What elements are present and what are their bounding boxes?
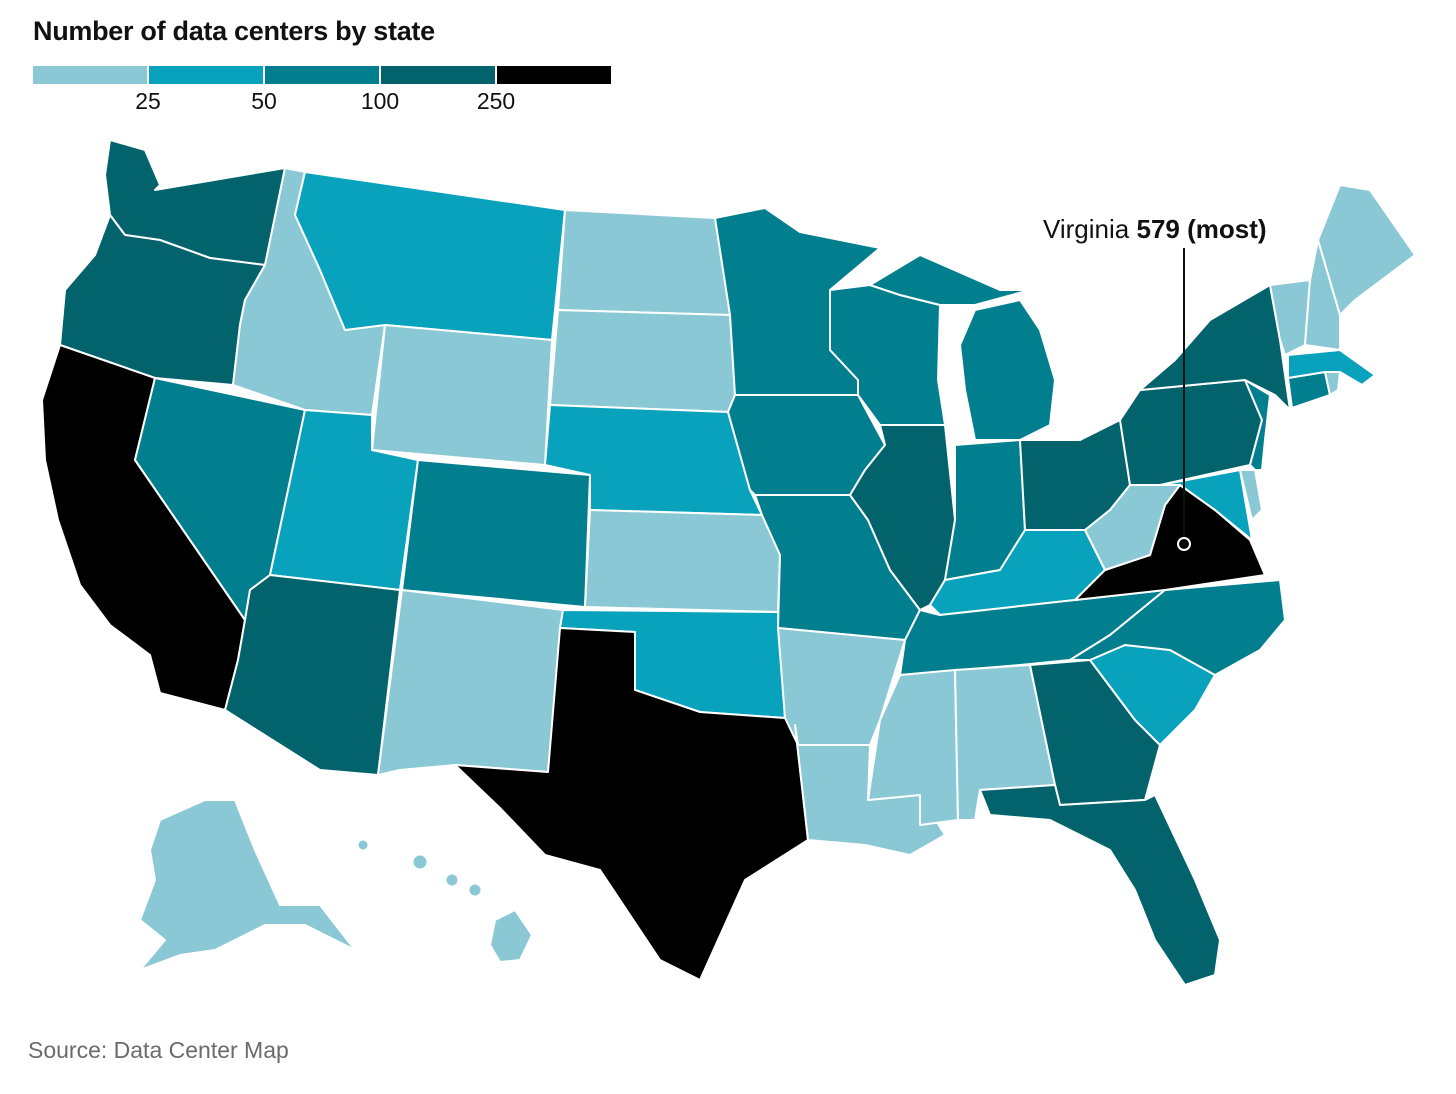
state-NC[interactable] xyxy=(1069,579,1286,676)
state-ND[interactable] xyxy=(557,209,731,316)
state-MA[interactable] xyxy=(1287,349,1376,386)
legend-tick-50: 50 xyxy=(251,88,277,114)
state-CO[interactable] xyxy=(401,459,591,608)
legend-swatch-5 xyxy=(497,66,611,84)
state-HI-island[interactable] xyxy=(468,883,482,897)
legend-swatch-4 xyxy=(381,66,495,84)
state-HI-island[interactable] xyxy=(412,854,428,870)
state-IL[interactable] xyxy=(849,424,956,611)
map-title: Number of data centers by state xyxy=(33,16,435,46)
state-NM[interactable] xyxy=(377,589,564,776)
callout-state-label: Virginia xyxy=(1043,214,1130,244)
legend-swatch-1 xyxy=(33,66,147,84)
state-HI-island[interactable] xyxy=(445,873,459,887)
state-WY[interactable] xyxy=(371,324,553,466)
state-TX[interactable] xyxy=(454,627,809,981)
virginia-callout: Virginia 579 (most) xyxy=(1043,214,1267,245)
state-LA[interactable] xyxy=(794,724,946,856)
callout-value: 579 (most) xyxy=(1136,214,1267,244)
callout-marker xyxy=(1177,537,1191,551)
state-MD[interactable] xyxy=(1159,469,1253,541)
state-MI-UP[interactable] xyxy=(869,254,1031,306)
state-DE[interactable] xyxy=(1239,469,1263,521)
state-NH[interactable] xyxy=(1304,239,1341,351)
legend-swatch-3 xyxy=(265,66,379,84)
legend-ticks: 25 50 100 250 xyxy=(33,84,611,114)
legend-bar xyxy=(33,66,611,84)
state-AZ[interactable] xyxy=(224,574,401,776)
state-VT[interactable] xyxy=(1269,279,1311,356)
state-SD[interactable] xyxy=(549,309,736,413)
legend-tick-25: 25 xyxy=(135,88,161,114)
state-KS[interactable] xyxy=(584,509,781,613)
state-FL[interactable] xyxy=(979,784,1221,986)
state-HI-island[interactable] xyxy=(357,839,369,851)
state-ME[interactable] xyxy=(1317,184,1416,316)
legend-tick-250: 250 xyxy=(476,88,516,114)
state-HI[interactable] xyxy=(489,909,533,963)
state-MI[interactable] xyxy=(959,299,1056,441)
legend-tick-100: 100 xyxy=(360,88,400,114)
legend-swatch-2 xyxy=(149,66,263,84)
color-legend: 25 50 100 250 xyxy=(33,66,611,114)
state-NJ[interactable] xyxy=(1244,379,1271,471)
source-note: Source: Data Center Map xyxy=(28,1037,289,1063)
state-AK[interactable] xyxy=(139,799,356,971)
